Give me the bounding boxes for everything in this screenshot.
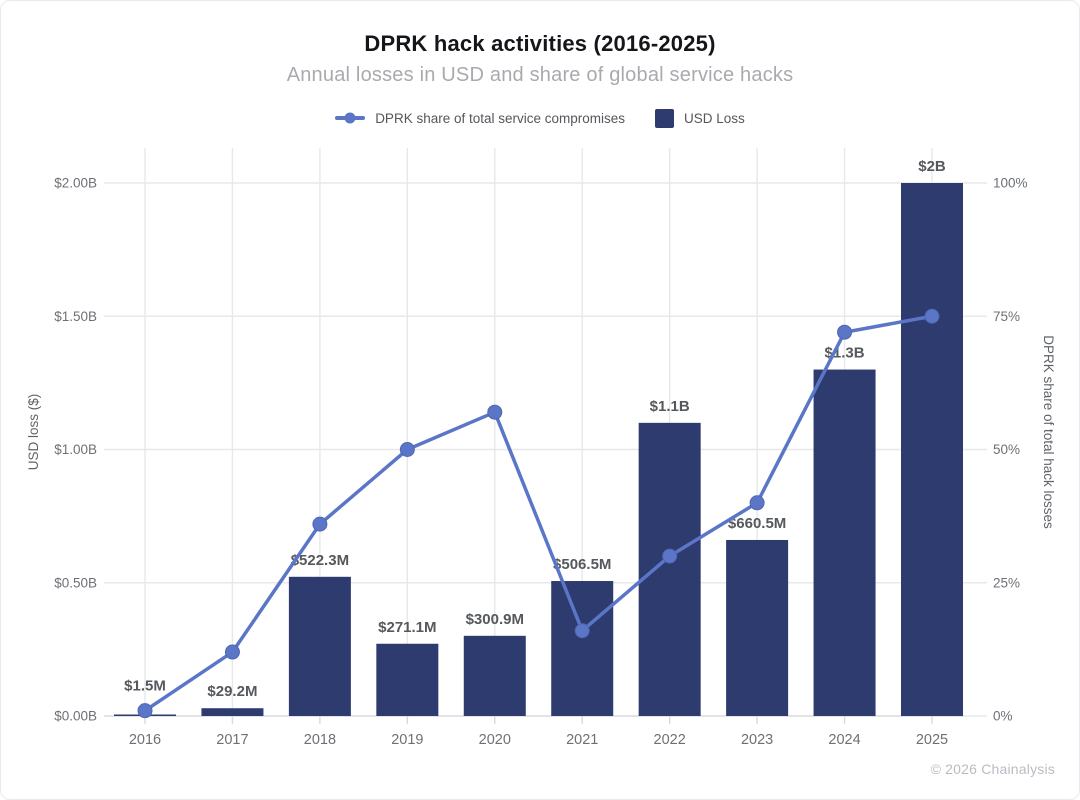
share-point-2024[interactable] <box>837 324 853 340</box>
bar-2017[interactable] <box>201 708 264 716</box>
left-axis-title: USD loss ($) <box>26 394 41 471</box>
bar-value-label-2021: $506.5M <box>553 556 611 573</box>
right-axis-tick-label: 50% <box>993 442 1020 457</box>
bar-2018[interactable] <box>288 576 351 716</box>
share-point-2017[interactable] <box>224 644 240 660</box>
left-axis-tick-label: $2.00B <box>54 176 97 191</box>
bar-value-label-2023: $660.5M <box>728 515 786 532</box>
share-point-2018[interactable] <box>312 516 328 532</box>
bar-2025[interactable] <box>901 183 963 716</box>
x-tick-label-2018: 2018 <box>304 732 336 748</box>
left-axis-tick-label: $1.00B <box>54 442 97 457</box>
x-tick-label-2019: 2019 <box>391 732 423 748</box>
right-axis-tick-label: 25% <box>993 575 1020 590</box>
bar-value-label-2018: $522.3M <box>291 552 349 569</box>
bar-value-label-2022: $1.1B <box>650 398 690 415</box>
bar-value-label-2019: $271.1M <box>378 619 436 636</box>
x-tick-label-2016: 2016 <box>129 732 161 748</box>
line-marker-dot-icon <box>344 112 356 124</box>
bar-2024[interactable] <box>813 369 876 716</box>
right-axis-tick-label: 75% <box>993 309 1020 324</box>
left-axis-tick-label: $0.50B <box>54 575 97 590</box>
x-tick-label-2022: 2022 <box>654 732 686 748</box>
bar-2023[interactable] <box>726 539 789 716</box>
bar-series-swatch-icon <box>655 108 675 128</box>
bar-value-label-2017: $29.2M <box>207 683 257 700</box>
bar-2020[interactable] <box>463 635 526 716</box>
x-tick-label-2025: 2025 <box>916 732 948 748</box>
share-point-2025[interactable] <box>924 308 940 324</box>
legend-item-line-series[interactable]: DPRK share of total service compromises <box>335 111 625 126</box>
chart-header: DPRK hack activities (2016-2025) Annual … <box>1 31 1079 87</box>
x-tick-label-2017: 2017 <box>216 732 248 748</box>
page-title: DPRK hack activities (2016-2025) <box>364 31 716 56</box>
chart-subtitle: Annual losses in USD and share of global… <box>286 64 794 86</box>
share-point-2020[interactable] <box>487 404 503 420</box>
bar-2019[interactable] <box>376 643 439 716</box>
bar-2022[interactable] <box>638 422 701 716</box>
x-tick-label-2021: 2021 <box>566 732 598 748</box>
share-line <box>143 314 934 713</box>
bar-value-label-2020: $300.9M <box>466 611 524 628</box>
bar-value-label-2025: $2B <box>918 158 946 175</box>
right-axis-title: DPRK share of total hack losses <box>1041 335 1056 529</box>
left-axis-tick-label: $1.50B <box>54 309 97 324</box>
share-point-2021[interactable] <box>574 623 590 639</box>
line-series-swatch-icon <box>335 112 366 124</box>
legend-bar-series-label: USD Loss <box>684 110 745 126</box>
x-tick-label-2023: 2023 <box>741 732 773 748</box>
copyright-credit: © 2026 Chainalysis <box>930 761 1055 777</box>
share-point-2016[interactable] <box>137 703 153 719</box>
share-point-2022[interactable] <box>662 548 678 564</box>
chart-legend: DPRK share of total service compromises … <box>1 107 1079 129</box>
share-point-2019[interactable] <box>399 442 415 457</box>
bar-2021[interactable] <box>551 581 614 716</box>
right-axis-tick-label: 100% <box>993 176 1028 191</box>
left-axis-tick-label: $0.00B <box>54 709 97 724</box>
share-point-2023[interactable] <box>749 495 765 511</box>
bar-value-label-2016: $1.5M <box>124 678 166 695</box>
legend-line-series-label: DPRK share of total service compromises <box>375 110 626 126</box>
legend-item-bar-series[interactable]: USD Loss <box>655 108 745 128</box>
x-tick-label-2020: 2020 <box>479 732 511 748</box>
x-tick-label-2024: 2024 <box>828 732 860 748</box>
right-axis-tick-label: 0% <box>993 709 1013 724</box>
